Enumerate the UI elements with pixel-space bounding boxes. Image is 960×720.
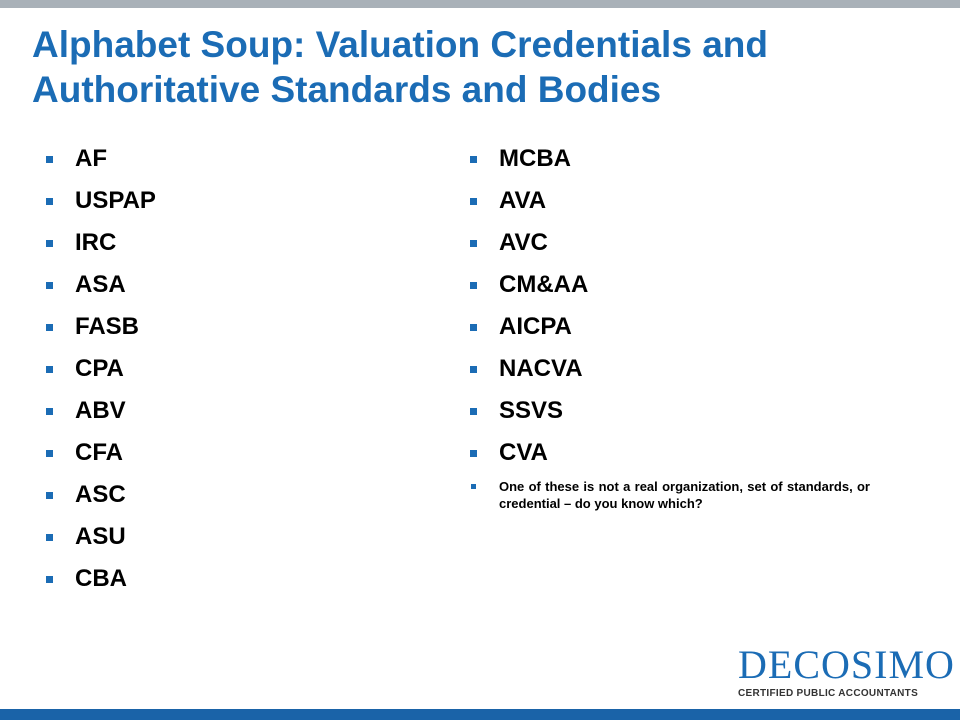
square-bullet-icon bbox=[46, 408, 53, 415]
list-item: MCBA bbox=[468, 145, 870, 187]
list-item-label: CBA bbox=[75, 565, 127, 592]
square-bullet-icon bbox=[470, 366, 477, 373]
list-item: ASC bbox=[44, 481, 424, 523]
square-bullet-icon bbox=[470, 450, 477, 457]
left-acronym-list: AF USPAP IRC ASA FASB CPA ABV CFA ASC AS… bbox=[44, 145, 424, 607]
square-bullet-icon bbox=[46, 366, 53, 373]
note-text: One of these is not a real organization,… bbox=[499, 479, 870, 511]
square-bullet-icon bbox=[46, 198, 53, 205]
list-item: CPA bbox=[44, 355, 424, 397]
company-logo: DECOSIMO CERTIFIED PUBLIC ACCOUNTANTS bbox=[738, 642, 955, 700]
list-item: ABV bbox=[44, 397, 424, 439]
list-item-label: IRC bbox=[75, 229, 117, 256]
list-item: USPAP bbox=[44, 187, 424, 229]
square-bullet-icon bbox=[46, 156, 53, 163]
square-bullet-icon bbox=[471, 484, 476, 489]
list-item-label: SSVS bbox=[499, 397, 564, 424]
list-item: AVC bbox=[468, 229, 870, 271]
square-bullet-icon bbox=[470, 282, 477, 289]
list-item-label: ABV bbox=[75, 397, 126, 424]
square-bullet-icon bbox=[470, 324, 477, 331]
list-item-label: ASC bbox=[75, 481, 126, 508]
list-item: CFA bbox=[44, 439, 424, 481]
list-item-label: ASU bbox=[75, 523, 126, 550]
slide-title-line-2: Authoritative Standards and Bodies bbox=[32, 69, 662, 110]
top-accent-bar bbox=[0, 0, 960, 8]
list-item: AF bbox=[44, 145, 424, 187]
square-bullet-icon bbox=[46, 324, 53, 331]
list-item-label: CVA bbox=[499, 439, 548, 466]
list-item-label: CPA bbox=[75, 355, 124, 382]
slide-title-line-1: Alphabet Soup: Valuation Credentials and bbox=[32, 24, 768, 65]
list-item-label: AF bbox=[75, 145, 107, 172]
list-item-label: AVC bbox=[499, 229, 548, 256]
list-item-label: FASB bbox=[75, 313, 140, 340]
list-item: CM&AA bbox=[468, 271, 870, 313]
list-item-label: NACVA bbox=[499, 355, 583, 382]
square-bullet-icon bbox=[46, 534, 53, 541]
note-item: One of these is not a real organization,… bbox=[468, 478, 870, 512]
list-item: NACVA bbox=[468, 355, 870, 397]
logo-tagline: CERTIFIED PUBLIC ACCOUNTANTS bbox=[738, 688, 919, 699]
square-bullet-icon bbox=[46, 576, 53, 583]
list-item: AVA bbox=[468, 187, 870, 229]
slide-title: Alphabet Soup: Valuation Credentials and… bbox=[32, 22, 932, 112]
list-item: CBA bbox=[44, 565, 424, 607]
square-bullet-icon bbox=[470, 156, 477, 163]
square-bullet-icon bbox=[46, 240, 53, 247]
list-item-label: USPAP bbox=[75, 187, 156, 214]
list-item: ASU bbox=[44, 523, 424, 565]
bottom-accent-bar bbox=[0, 709, 960, 720]
square-bullet-icon bbox=[470, 198, 477, 205]
list-item-label: CFA bbox=[75, 439, 123, 466]
square-bullet-icon bbox=[470, 408, 477, 415]
list-item-label: AVA bbox=[499, 187, 547, 214]
list-item: ASA bbox=[44, 271, 424, 313]
square-bullet-icon bbox=[470, 240, 477, 247]
square-bullet-icon bbox=[46, 450, 53, 457]
square-bullet-icon bbox=[46, 492, 53, 499]
logo-wordmark: DECOSIMO bbox=[738, 642, 955, 687]
list-item-label: AICPA bbox=[499, 313, 572, 340]
list-item-label: ASA bbox=[75, 271, 126, 298]
list-item: IRC bbox=[44, 229, 424, 271]
list-item: AICPA bbox=[468, 313, 870, 355]
list-item-label: MCBA bbox=[499, 145, 571, 172]
list-item: SSVS bbox=[468, 397, 870, 439]
list-item-label: CM&AA bbox=[499, 271, 589, 298]
list-item: FASB bbox=[44, 313, 424, 355]
right-acronym-list: MCBA AVA AVC CM&AA AICPA NACVA SSVS CVA … bbox=[468, 145, 870, 512]
list-item: CVA bbox=[468, 439, 870, 481]
square-bullet-icon bbox=[46, 282, 53, 289]
